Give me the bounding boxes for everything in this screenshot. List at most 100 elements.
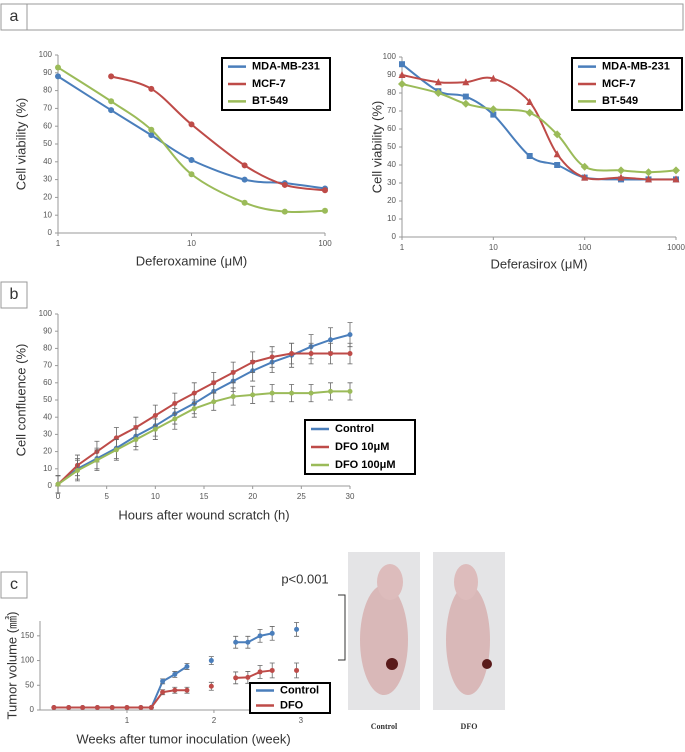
legend-label: MDA-MB-231 [252,61,320,73]
panel-box [0,281,28,309]
marker [148,705,154,711]
y-tick-label: 80 [43,86,52,95]
marker [74,468,80,474]
marker [191,390,197,396]
marker [581,173,589,181]
marker [398,71,406,78]
marker [489,74,497,82]
marker [80,705,86,711]
x-tick-label: 10 [151,492,160,501]
y-tick-label: 20 [387,196,396,205]
series-line [401,83,677,174]
marker [184,687,190,693]
marker [269,390,275,396]
x-tick-label: 3 [299,716,304,725]
y-tick-label: 10 [43,464,52,473]
series-line [235,669,273,679]
x-tick-label: 20 [248,492,257,501]
x-tick-label: 0 [56,492,61,501]
y-tick-label: 80 [387,88,396,97]
marker [462,78,470,86]
y-tick-label: 0 [48,481,53,490]
marker [257,669,263,675]
marker [461,99,470,108]
legend-label: MCF-7 [602,78,636,90]
y-tick-label: 20 [43,193,52,202]
y-tick-label: 40 [43,157,52,166]
x-tick-label: 15 [200,492,209,501]
marker [250,359,256,365]
marker [133,437,139,443]
marker [554,162,561,168]
y-tick-label: 90 [43,68,52,77]
marker [241,162,248,169]
panel-label: c [10,576,18,593]
marker [108,107,115,114]
x-tick-label: 25 [297,492,306,501]
panel-label: a [10,8,19,25]
marker [281,181,288,188]
marker [245,674,251,680]
marker [672,166,680,175]
marker [294,667,300,673]
marker [644,168,653,177]
marker [191,406,197,412]
y-tick-label: 0 [48,228,53,237]
marker [617,173,625,181]
marker [490,111,497,118]
y-tick-label: 100 [21,656,35,665]
y-axis-title: Cell viability (%) [369,101,384,193]
panel-frame [0,3,684,31]
x-tick-label: 100 [318,239,332,248]
y-tick-label: 10 [387,214,396,223]
marker [66,705,72,711]
x-axis-title: Deferoxamine (μM) [136,253,248,268]
marker [462,93,469,100]
marker [289,351,295,357]
x-tick-label: 2 [212,716,217,725]
legend-box [249,682,331,714]
marker [184,663,190,669]
y-axis-title: Cell confluence (%) [13,344,28,457]
y-tick-label: 20 [43,447,52,456]
marker [172,671,178,677]
y-tick-label: 30 [387,178,396,187]
marker [152,412,158,418]
y-tick-label: 50 [25,680,34,689]
x-tick-label: 1 [56,239,61,248]
marker [672,175,680,183]
legend-label: BT-549 [602,95,638,107]
mouse-head [454,564,478,600]
y-axis-title: Cell viability (%) [13,98,28,190]
marker [328,388,334,394]
y-tick-label: 70 [43,361,52,370]
y-tick-label: 80 [43,344,52,353]
series-line [57,352,350,485]
marker [322,207,328,214]
legend-label: BT-549 [252,95,288,107]
marker [269,667,275,673]
marker [241,176,248,183]
marker [526,98,534,105]
legend-label: Control [335,423,374,435]
marker [525,108,534,117]
panel-label: b [10,286,19,303]
x-axis-title: Hours after wound scratch (h) [118,507,289,522]
marker [211,380,217,386]
y-tick-label: 30 [43,430,52,439]
y-tick-label: 0 [30,705,35,714]
marker [347,332,353,338]
marker [108,73,115,80]
y-tick-label: 70 [387,106,396,115]
marker [328,351,334,357]
marker [347,388,353,394]
marker [148,85,155,92]
y-tick-label: 0 [392,232,397,241]
marker [322,187,328,194]
x-axis-title: Deferasirox (μM) [490,256,587,271]
x-tick-label: 10 [489,243,498,252]
marker [580,162,589,171]
marker [269,630,275,636]
marker [398,80,406,88]
legend-label: Control [280,684,319,696]
